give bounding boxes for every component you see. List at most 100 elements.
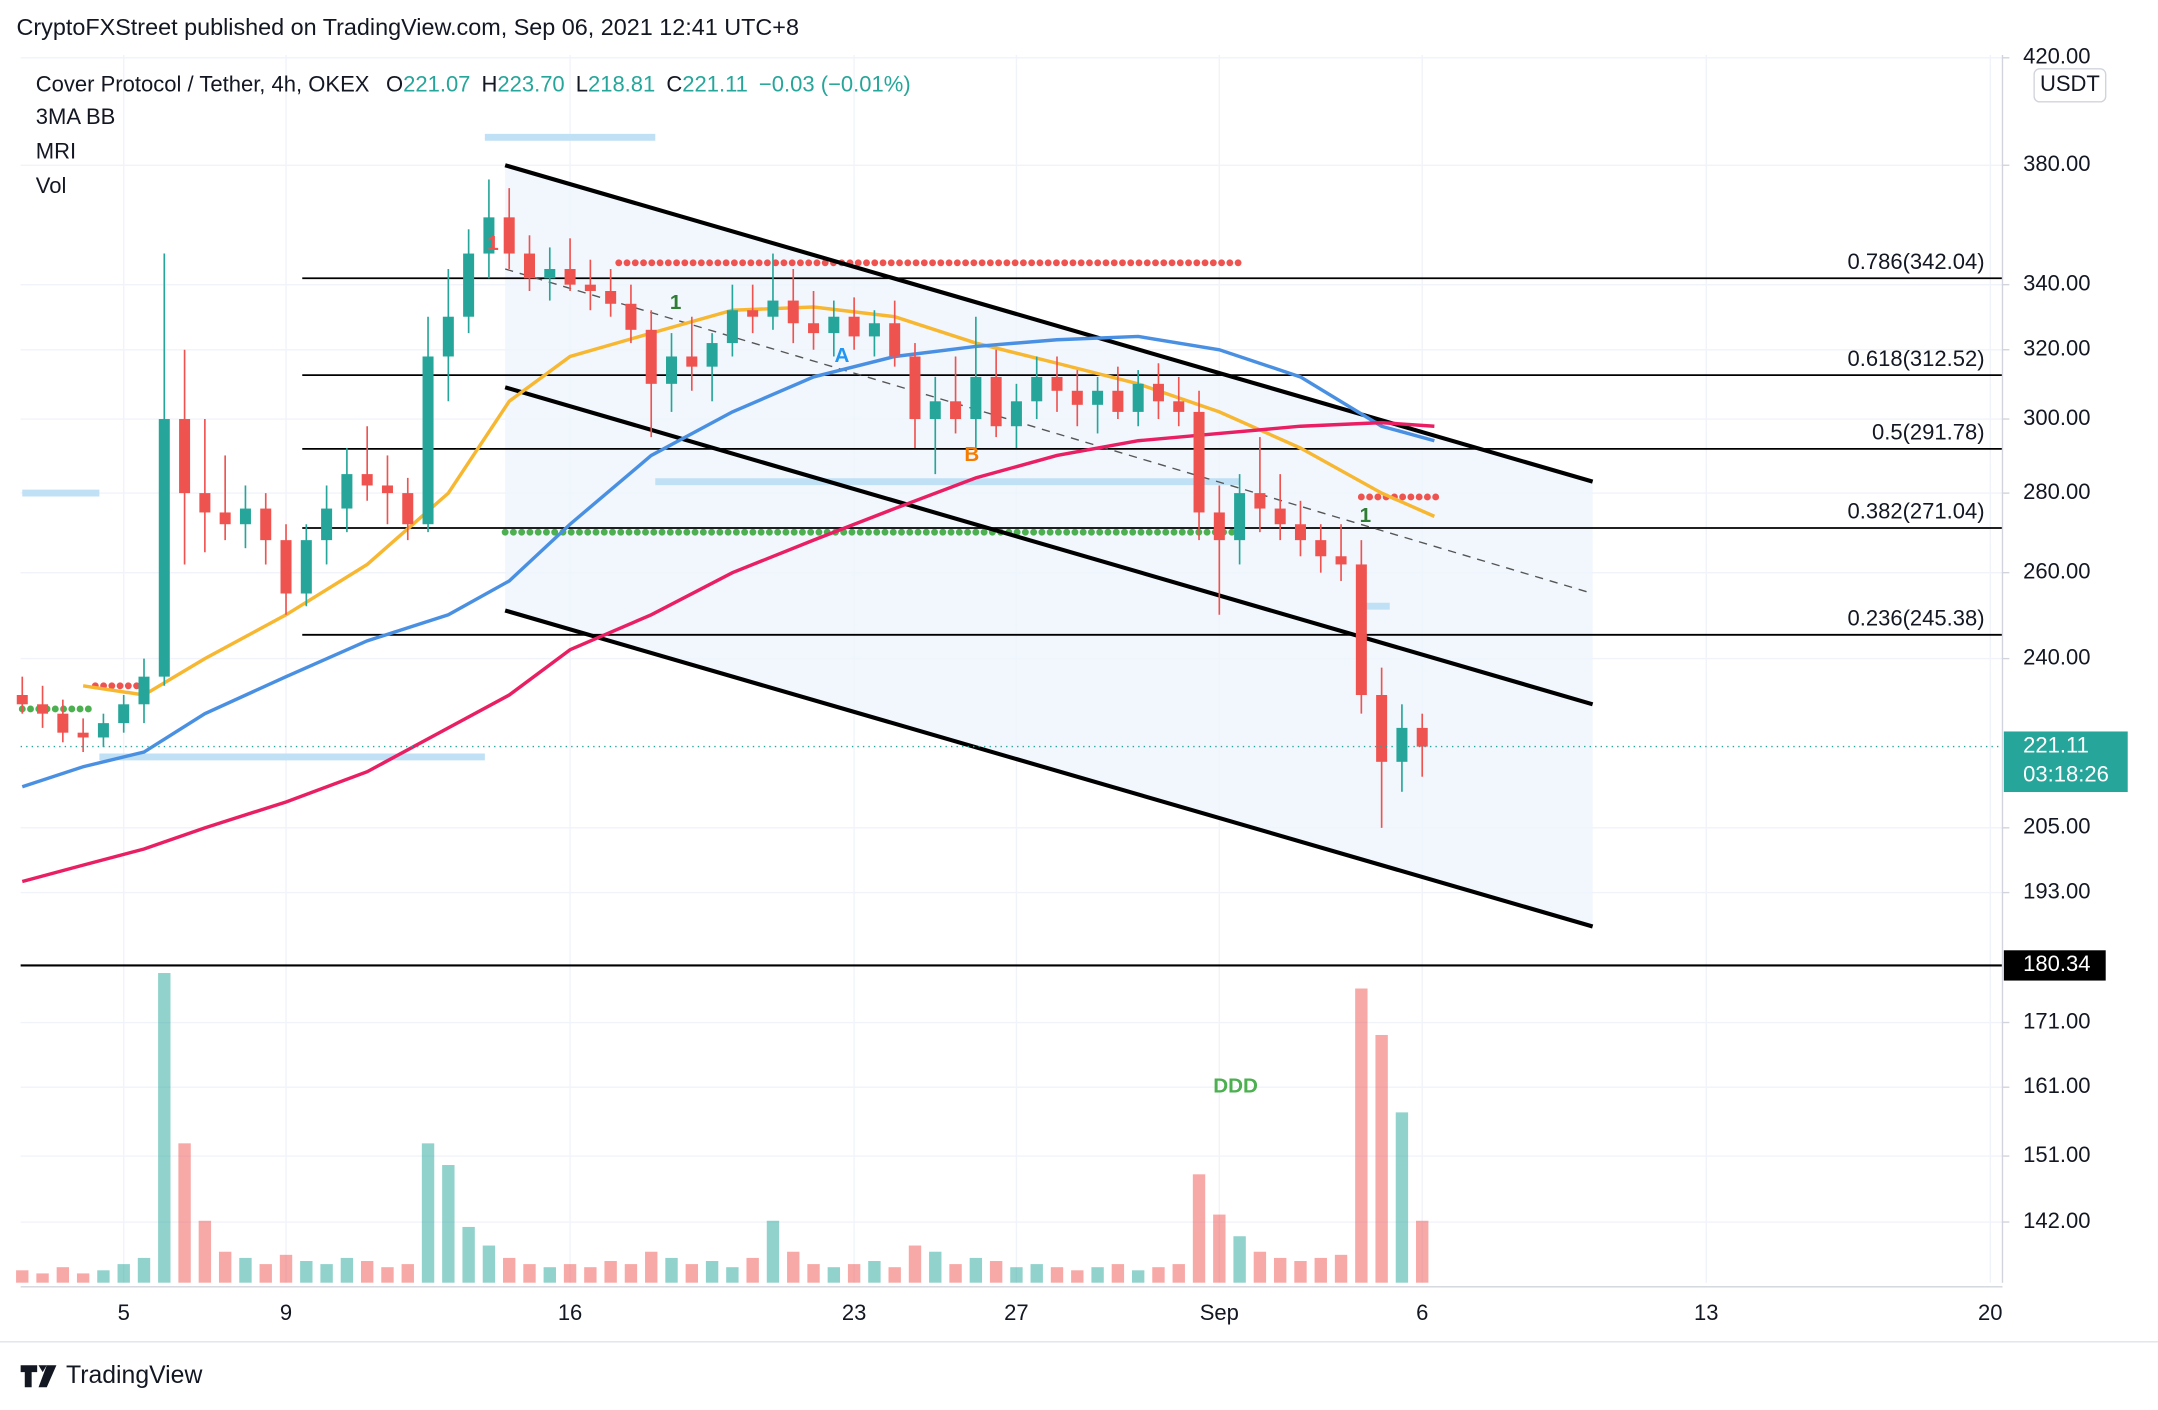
candle-body bbox=[402, 493, 414, 525]
volume-bar bbox=[16, 1270, 29, 1283]
candle-body bbox=[503, 217, 515, 254]
volume-bar bbox=[1253, 1251, 1267, 1283]
volume-bar bbox=[523, 1264, 536, 1283]
volume-bar bbox=[665, 1257, 678, 1283]
header: Cover Protocol / Tether, 4h, OKEX O221.07… bbox=[36, 71, 911, 96]
x-tick-label: 27 bbox=[1004, 1300, 1029, 1325]
candle-body bbox=[950, 401, 962, 420]
volume-bar bbox=[1152, 1267, 1165, 1283]
moving-average bbox=[21, 334, 1435, 789]
candle-body bbox=[666, 356, 678, 384]
ohlc-key: H bbox=[481, 71, 497, 96]
candle-body bbox=[16, 695, 28, 705]
volume-bar bbox=[178, 1143, 191, 1283]
y-tick-label: 151.00 bbox=[2023, 1142, 2090, 1167]
volume-bar bbox=[543, 1267, 556, 1283]
volume-bar bbox=[76, 1273, 90, 1283]
plot: 0.786(342.04) 0.618(312.52) 0.5(291.78) 0.3… bbox=[16, 55, 2003, 1283]
candle-body bbox=[808, 323, 820, 334]
volume-bar bbox=[989, 1261, 1003, 1283]
volume-bar bbox=[726, 1267, 739, 1283]
annotation: B bbox=[964, 443, 979, 466]
volume-bar bbox=[1233, 1236, 1246, 1283]
volume-bar bbox=[239, 1257, 252, 1283]
annotation: A bbox=[834, 344, 849, 367]
candle-body bbox=[767, 300, 779, 317]
volume-bar bbox=[117, 1264, 130, 1283]
volume-bar bbox=[1192, 1174, 1206, 1283]
volume-bar bbox=[685, 1264, 698, 1283]
volume-bar bbox=[1213, 1214, 1226, 1283]
volume-bar bbox=[807, 1264, 820, 1283]
y-tick-label: 142.00 bbox=[2023, 1208, 2090, 1233]
volume-bar bbox=[360, 1261, 374, 1283]
volume-bar bbox=[401, 1264, 414, 1283]
y-tick-label: 420.00 bbox=[2023, 44, 2090, 69]
ohlc-key: O bbox=[386, 71, 403, 96]
x-tick-label: 6 bbox=[1416, 1300, 1428, 1325]
volume-bar bbox=[1030, 1264, 1043, 1283]
last-price-tag bbox=[2003, 731, 2128, 793]
volume-bar bbox=[1395, 1112, 1409, 1283]
candle-body bbox=[1315, 540, 1327, 557]
volume-bar bbox=[462, 1226, 475, 1283]
fib-label: 0.236(245.38) bbox=[1847, 605, 1984, 630]
candle-body bbox=[138, 676, 150, 705]
candle-body bbox=[787, 300, 799, 324]
candle-body bbox=[1152, 383, 1164, 402]
candle-body bbox=[483, 217, 495, 254]
logo-icon bbox=[20, 1365, 57, 1388]
volume-bar bbox=[1172, 1264, 1185, 1283]
x-tick-label: 20 bbox=[1978, 1300, 2002, 1325]
currency: USDT bbox=[2040, 71, 2100, 96]
candle-body bbox=[280, 540, 292, 594]
volume-bar bbox=[1294, 1261, 1307, 1283]
volume-bar bbox=[868, 1261, 881, 1283]
ohlc-value: 221.07 bbox=[403, 71, 470, 96]
candle-body bbox=[239, 508, 251, 525]
annotation: DDD bbox=[1213, 1075, 1258, 1098]
volume-bar bbox=[1273, 1257, 1287, 1283]
candle-body bbox=[1234, 493, 1246, 541]
candle-body bbox=[584, 284, 596, 291]
change: −0.03 (−0.01%) bbox=[759, 71, 911, 96]
candle-body bbox=[1213, 512, 1225, 541]
y-tick-label: 205.00 bbox=[2023, 814, 2090, 839]
volume-bar bbox=[56, 1267, 70, 1283]
candle-body bbox=[970, 376, 982, 420]
volume-bar bbox=[1355, 988, 1368, 1283]
ohlc-value: 218.81 bbox=[588, 71, 655, 96]
trendline bbox=[504, 385, 1594, 707]
candle-body bbox=[1112, 390, 1124, 412]
x-tick-label: 23 bbox=[842, 1300, 867, 1325]
volume-bar bbox=[766, 1220, 780, 1283]
volume-bar bbox=[381, 1267, 394, 1283]
annotation: 1 bbox=[487, 232, 498, 255]
volume-bar bbox=[1050, 1267, 1064, 1283]
volume-bar bbox=[1131, 1270, 1145, 1283]
fib-label: 0.618(312.52) bbox=[1847, 346, 1984, 371]
candle-body bbox=[37, 704, 49, 714]
candle-body bbox=[564, 268, 576, 285]
x-tick-label: 9 bbox=[280, 1300, 292, 1325]
candle-body bbox=[726, 310, 738, 344]
candle-body bbox=[1355, 564, 1367, 696]
candle-body bbox=[1092, 390, 1104, 405]
volume-bar bbox=[320, 1264, 333, 1283]
candle-body bbox=[1051, 376, 1063, 391]
candle-body bbox=[1031, 376, 1043, 402]
volume-bar bbox=[604, 1261, 617, 1283]
candle-body bbox=[1396, 727, 1408, 762]
publisher: CryptoFXStreet published on TradingView.… bbox=[17, 14, 799, 40]
volume-bar bbox=[908, 1245, 922, 1283]
indicator-label: Vol bbox=[36, 173, 67, 198]
candle-body bbox=[1294, 524, 1306, 541]
candle-body bbox=[645, 329, 657, 384]
volume-bar bbox=[36, 1273, 49, 1283]
candle-body bbox=[381, 485, 393, 494]
y-tick-label: 300.00 bbox=[2023, 405, 2090, 430]
candle-body bbox=[625, 303, 637, 330]
candle-body bbox=[1071, 390, 1083, 405]
candle-body bbox=[321, 508, 333, 541]
